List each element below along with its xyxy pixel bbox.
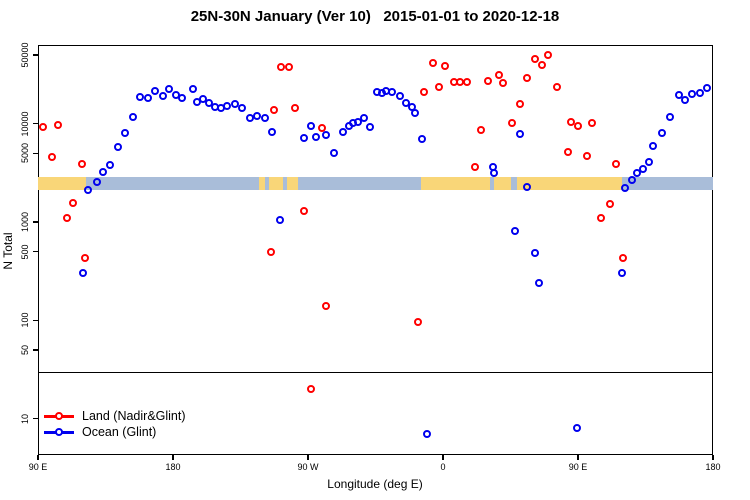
y-axis-title: N Total <box>1 232 15 270</box>
x-axis-tick <box>442 455 444 460</box>
legend: Land (Nadir&Glint) Ocean (Glint) <box>44 408 186 440</box>
x-axis-tick-label: 90 E <box>28 462 48 472</box>
ocean-series-marker-icon <box>44 427 74 437</box>
y-axis-tick-label: 100 <box>20 312 30 328</box>
x-axis-title: Longitude (deg E) <box>327 477 423 491</box>
y-axis-tick-label: 1000 <box>20 211 30 233</box>
legend-item-ocean: Ocean (Glint) <box>44 424 186 440</box>
y-axis-tick-label: 500 <box>20 244 30 260</box>
x-axis-tick <box>307 455 309 460</box>
x-axis-tick-label: 180 <box>165 462 181 472</box>
legend-label-land: Land (Nadir&Glint) <box>82 409 186 423</box>
x-axis-tick <box>712 455 714 460</box>
y-axis-tick-label: 50000 <box>20 42 30 68</box>
x-axis-tick-label: 180 <box>705 462 721 472</box>
x-axis-tick <box>172 455 174 460</box>
chart-title: 25N-30N January (Ver 10) 2015-01-01 to 2… <box>190 8 560 25</box>
y-axis-tick-label: 50 <box>20 344 30 355</box>
x-axis-tick <box>577 455 579 460</box>
legend-item-land: Land (Nadir&Glint) <box>44 408 186 424</box>
plot-area <box>38 45 713 455</box>
x-axis-tick-label: 90 W <box>297 462 319 472</box>
y-axis-tick-label: 10000 <box>20 111 30 137</box>
x-axis-tick <box>37 455 39 460</box>
y-axis-tick-label: 10 <box>20 413 30 424</box>
x-axis-tick-label: 90 E <box>568 462 588 472</box>
x-axis-tick-label: 0 <box>440 462 446 472</box>
y-axis-tick-label: 5000 <box>20 143 30 164</box>
land-series-marker-icon <box>44 411 74 421</box>
legend-label-ocean: Ocean (Glint) <box>82 425 157 439</box>
